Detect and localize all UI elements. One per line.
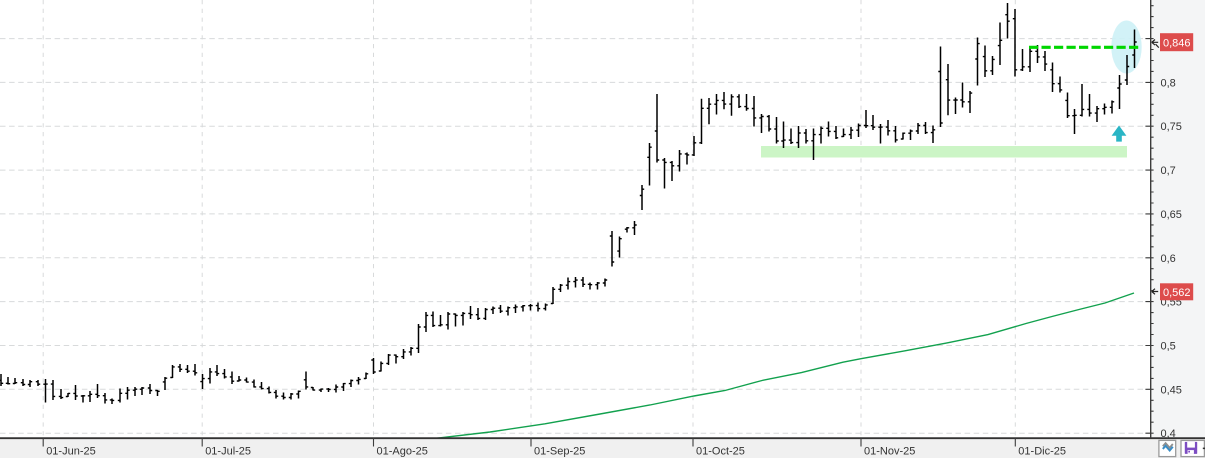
svg-text:0,846: 0,846 xyxy=(1163,37,1191,49)
svg-text:01-Oct-25: 01-Oct-25 xyxy=(696,446,745,458)
svg-text:01-Ago-25: 01-Ago-25 xyxy=(377,446,428,458)
svg-text:01-Jul-25: 01-Jul-25 xyxy=(205,446,251,458)
svg-text:0,562: 0,562 xyxy=(1163,287,1191,299)
svg-text:0,4: 0,4 xyxy=(1161,428,1176,440)
svg-text:0,75: 0,75 xyxy=(1161,121,1182,133)
svg-text:0,45: 0,45 xyxy=(1161,384,1182,396)
svg-text:0,8: 0,8 xyxy=(1161,77,1176,89)
svg-text:01-Dic-25: 01-Dic-25 xyxy=(1018,446,1066,458)
svg-text:0,7: 0,7 xyxy=(1161,165,1176,177)
svg-text:0,6: 0,6 xyxy=(1161,253,1176,265)
svg-text:0,65: 0,65 xyxy=(1161,209,1182,221)
svg-text:01-Nov-25: 01-Nov-25 xyxy=(864,446,915,458)
svg-text:01-Sep-25: 01-Sep-25 xyxy=(534,446,585,458)
svg-text:0,5: 0,5 xyxy=(1161,341,1176,353)
svg-text:01-Jun-25: 01-Jun-25 xyxy=(46,446,96,458)
